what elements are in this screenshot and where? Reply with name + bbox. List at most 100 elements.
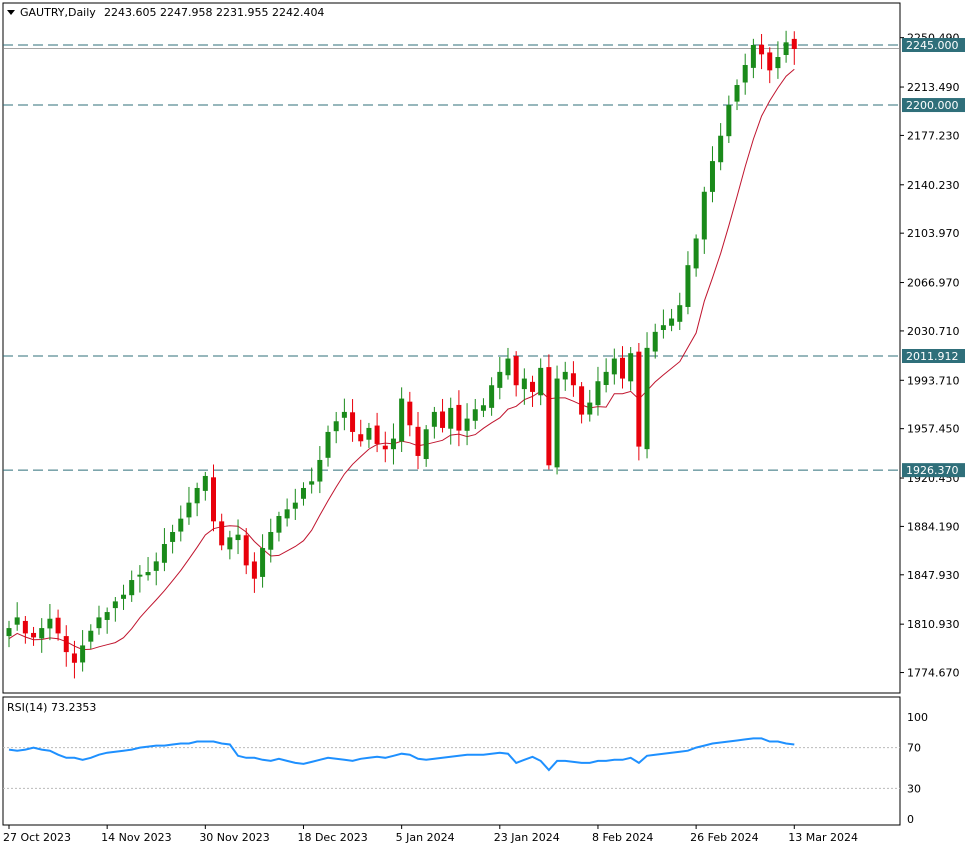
candle-body	[644, 347, 650, 450]
candle-body	[243, 535, 249, 566]
level-price-label: 1926.370	[906, 464, 959, 477]
candle-body	[423, 429, 429, 460]
candle-body	[767, 52, 773, 71]
candle-body	[521, 378, 527, 390]
candle-body	[709, 161, 715, 192]
candle-body	[726, 105, 732, 137]
candle-body	[472, 409, 478, 421]
candle-body	[562, 371, 568, 380]
level-price-box	[902, 349, 965, 363]
candle-body	[791, 38, 797, 50]
candle-body	[80, 645, 86, 663]
price-tick-label: 1957.450	[907, 423, 960, 436]
candle-body	[620, 357, 625, 379]
candle-body	[211, 477, 216, 522]
candle-body	[202, 475, 208, 491]
candle-body	[39, 628, 45, 639]
dropdown-triangle-icon[interactable]	[7, 10, 15, 15]
candle-body	[750, 45, 756, 68]
candle-body	[227, 537, 233, 550]
candle-body	[170, 532, 176, 542]
time-tick-label: 13 Mar 2024	[788, 831, 858, 844]
candle-body	[309, 481, 315, 485]
candle-body	[579, 386, 585, 415]
candle-body	[235, 534, 241, 541]
candle-body	[317, 459, 323, 482]
level-labels: 2245.000 2200.000 2011.912 1926.370	[902, 38, 965, 478]
candle-body	[489, 385, 495, 408]
candle-body	[570, 373, 576, 386]
candle-body	[660, 325, 666, 330]
candle-body	[251, 561, 257, 579]
rsi-panel[interactable]	[2, 696, 901, 826]
candle-body	[96, 617, 102, 629]
candle-body	[129, 580, 135, 596]
candle-body	[742, 65, 748, 83]
candle-body	[366, 427, 372, 440]
level-price-label: 2245.000	[906, 39, 959, 52]
candle-body	[530, 381, 536, 392]
candle-body	[497, 371, 503, 388]
candle-body	[194, 487, 200, 504]
candle-body	[415, 426, 421, 456]
candle-body	[31, 632, 37, 638]
rsi-line	[3, 737, 900, 789]
candle-body	[701, 191, 707, 240]
rsi-tick-label: 100	[907, 711, 928, 724]
candle-body	[14, 617, 20, 625]
price-tick-label: 1884.190	[907, 520, 960, 533]
level-price-label: 2011.912	[906, 350, 959, 363]
time-tick-label: 5 Jan 2024	[396, 831, 455, 844]
candle-body	[292, 502, 298, 509]
candle-body	[611, 358, 617, 375]
candle-body	[219, 521, 225, 546]
ohlc-values: 2243.605 2247.958 2231.955 2242.404	[104, 6, 324, 19]
candle-body	[145, 572, 151, 576]
time-tick-label: 27 Oct 2023	[3, 831, 71, 844]
level-price-box	[902, 38, 965, 52]
candle-body	[554, 378, 560, 468]
candle-body	[121, 594, 127, 599]
rsi-tick-label: 70	[907, 742, 921, 755]
candle-body	[734, 85, 740, 102]
price-tick-label: 1993.710	[907, 374, 960, 387]
horizontal-levels	[3, 44, 900, 471]
candle-body	[260, 548, 266, 577]
candle-body	[685, 265, 691, 307]
candle-body	[390, 438, 396, 450]
candle-body	[178, 518, 184, 532]
candle-body	[161, 544, 167, 563]
candle-body	[759, 44, 765, 55]
time-tick-label: 18 Dec 2023	[297, 831, 367, 844]
candle-body	[6, 628, 12, 637]
price-tick-label: 2066.970	[907, 277, 960, 290]
time-tick-label: 8 Feb 2024	[592, 831, 653, 844]
candle-body	[431, 411, 437, 427]
candle-body	[350, 412, 356, 432]
candle-body	[480, 405, 486, 411]
candle-body	[587, 402, 593, 415]
price-tick-label: 2177.230	[907, 129, 960, 142]
candle-body	[783, 42, 789, 55]
candle-body	[652, 331, 658, 352]
candle-body	[47, 618, 53, 629]
candle-body	[268, 532, 274, 550]
candle-body	[399, 398, 405, 442]
candle-body	[448, 407, 454, 429]
candle-body	[153, 561, 159, 571]
price-panel[interactable]	[2, 2, 901, 694]
price-tick-label: 2103.970	[907, 227, 960, 240]
candle-body	[300, 487, 306, 499]
price-tick-label: 1774.670	[907, 667, 960, 680]
candle-body	[775, 57, 781, 69]
candle-body	[276, 515, 282, 533]
candlesticks	[6, 30, 797, 679]
candle-body	[513, 356, 519, 386]
time-tick-label: 30 Nov 2023	[199, 831, 269, 844]
candle-body	[382, 445, 388, 450]
candle-body	[440, 411, 446, 428]
candle-body	[693, 238, 699, 269]
candle-body	[284, 509, 290, 519]
price-tick-label: 1847.930	[907, 569, 960, 582]
